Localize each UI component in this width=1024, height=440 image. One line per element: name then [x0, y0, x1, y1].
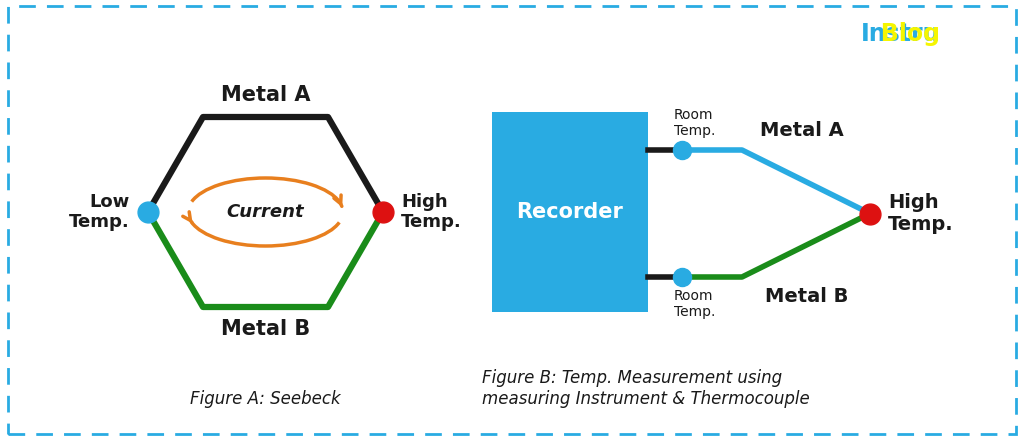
Text: Metal B: Metal B: [221, 319, 310, 339]
Text: Metal A: Metal A: [221, 85, 310, 105]
Text: Recorder: Recorder: [516, 202, 624, 222]
Bar: [492, 112, 648, 312]
Text: Figure B: Temp. Measurement using
measuring Instrument & Thermocouple: Figure B: Temp. Measurement using measur…: [482, 369, 810, 408]
Text: Room
Temp.: Room Temp.: [674, 289, 716, 319]
Text: Room
Temp.: Room Temp.: [674, 108, 716, 138]
Text: Figure A: Seebeck: Figure A: Seebeck: [190, 390, 341, 408]
Text: Current: Current: [226, 203, 304, 221]
Text: Metal A: Metal A: [760, 121, 844, 140]
Text: High
Temp.: High Temp.: [888, 193, 953, 234]
Text: Metal B: Metal B: [765, 287, 849, 306]
Text: Low
Temp.: Low Temp.: [70, 193, 130, 231]
Text: Instru: Instru: [860, 22, 940, 46]
Text: Blog: Blog: [823, 22, 940, 46]
Text: High
Temp.: High Temp.: [401, 193, 462, 231]
